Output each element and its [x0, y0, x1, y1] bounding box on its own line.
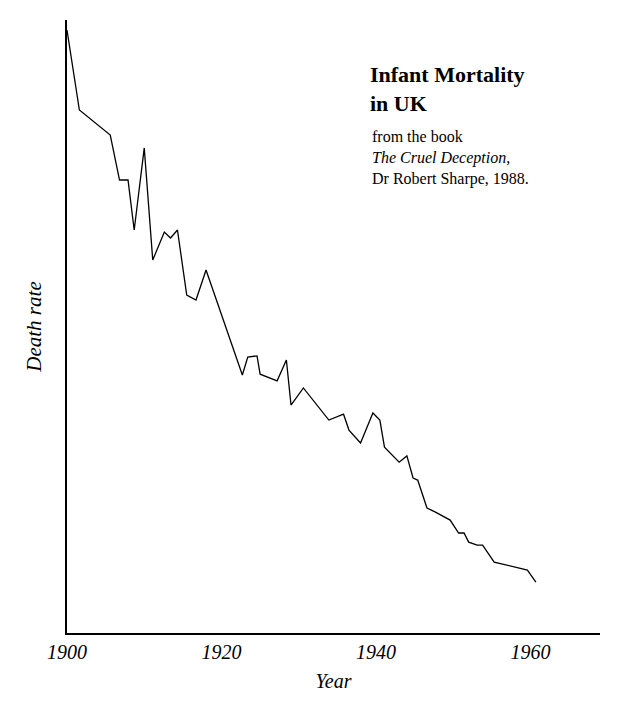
- svg-text:Infant Mortalityin UK: Infant Mortalityin UK: [370, 62, 525, 116]
- svg-text:1920: 1920: [201, 641, 241, 663]
- svg-text:1900: 1900: [47, 641, 87, 663]
- svg-text:Year: Year: [316, 670, 352, 692]
- svg-text:from the bookThe Cruel Decepti: from the bookThe Cruel Deception,Dr Robe…: [372, 128, 529, 188]
- svg-text:Death rate: Death rate: [22, 281, 46, 372]
- svg-text:1940: 1940: [356, 641, 396, 663]
- svg-text:1960: 1960: [510, 641, 550, 663]
